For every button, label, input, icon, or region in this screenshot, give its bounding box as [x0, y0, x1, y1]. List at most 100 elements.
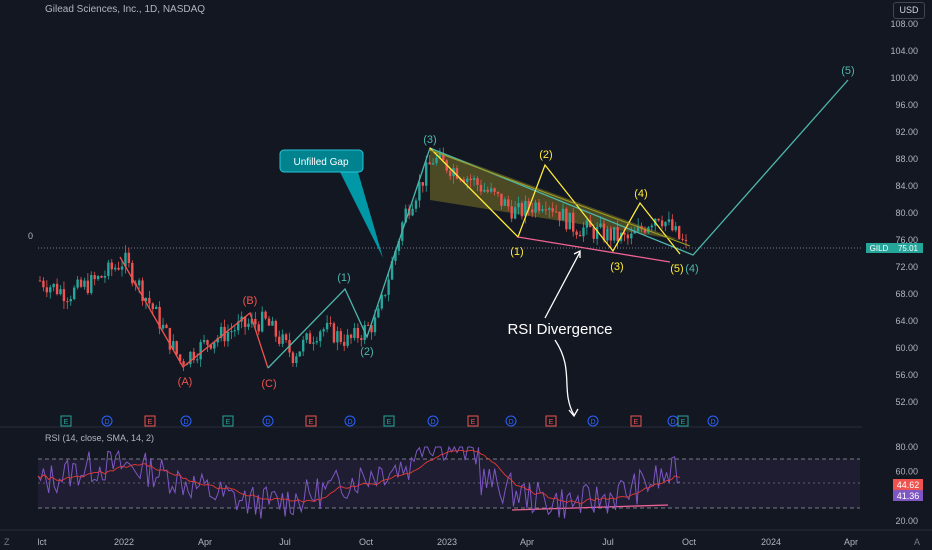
- earnings-event-label: E: [64, 419, 69, 426]
- candle-body: [503, 199, 507, 206]
- wave-label-5: (5): [841, 65, 854, 77]
- earnings-event-label: E: [549, 419, 554, 426]
- rsi-value-1-text: 44.62: [897, 480, 920, 490]
- candle-body: [257, 324, 260, 332]
- divergence-rsi-line: [511, 504, 669, 511]
- candle-body: [165, 324, 168, 328]
- dividend-event-label: D: [430, 419, 435, 426]
- candle-body: [96, 276, 100, 280]
- wave-label-4: (4): [685, 263, 698, 275]
- candle-body: [404, 208, 407, 223]
- candle-body: [360, 338, 363, 340]
- candle-body: [524, 200, 527, 217]
- candle-body: [548, 208, 551, 210]
- candle-body: [161, 324, 165, 329]
- candle-body: [281, 334, 284, 344]
- candle-body: [52, 283, 55, 288]
- rsi-sma-line: [37, 449, 681, 505]
- dividend-event-label: D: [104, 419, 109, 426]
- candle-body: [295, 356, 298, 364]
- rsi-value-2-text: 41.36: [897, 491, 920, 501]
- triangle-label-3: (3): [610, 261, 623, 273]
- price-tick-label: 68.00: [895, 289, 918, 299]
- ticker-tag: [866, 243, 893, 253]
- dividend-event-marker: [707, 415, 719, 427]
- candle-body: [69, 299, 72, 302]
- earnings-event-label: E: [226, 419, 231, 426]
- candle-body: [623, 232, 626, 235]
- price-tick-label: 76.00: [895, 235, 918, 245]
- abc-correction-line: [119, 256, 269, 369]
- candle-body: [428, 162, 431, 165]
- candle-body: [650, 225, 654, 228]
- candle-body: [377, 308, 380, 318]
- candle-body: [356, 327, 360, 339]
- candle-body: [366, 324, 370, 326]
- candle-body: [260, 311, 264, 332]
- candle-body: [55, 283, 59, 295]
- last-price-tag: [893, 243, 923, 253]
- candle-body: [510, 206, 513, 219]
- candle-body: [496, 191, 500, 194]
- candle-body: [325, 322, 329, 330]
- zoom-button[interactable]: Z: [4, 537, 10, 547]
- earnings-event-marker: [144, 415, 156, 427]
- triangle-label-4: (4): [634, 188, 647, 200]
- candle-body: [667, 219, 671, 222]
- candle-body: [483, 189, 486, 192]
- candle-body: [189, 351, 192, 365]
- earnings-event-marker: [60, 415, 72, 427]
- candle-body: [103, 275, 107, 278]
- candle-body: [541, 209, 544, 211]
- candle-body: [442, 153, 445, 161]
- triangle-wave-line: [429, 147, 681, 255]
- candle-body: [643, 229, 647, 233]
- candle-body: [346, 334, 349, 346]
- candle-body: [319, 331, 322, 342]
- candle-body: [527, 200, 530, 210]
- earnings-event-marker: [677, 415, 689, 427]
- wave-label-c: (C): [261, 378, 276, 390]
- dividend-event-marker: [101, 415, 113, 427]
- candle-body: [353, 327, 356, 339]
- wave-label-3: (3): [423, 134, 436, 146]
- candle-body: [660, 220, 664, 227]
- candle-body: [466, 178, 469, 183]
- dividend-event-marker: [262, 415, 274, 427]
- candle-body: [349, 334, 353, 339]
- candle-body: [394, 250, 397, 261]
- rsi-value-2-tag: [893, 490, 923, 501]
- dividend-event-marker: [180, 415, 192, 427]
- candle-body: [425, 162, 428, 186]
- currency-button[interactable]: USD: [893, 2, 925, 19]
- rsi-divergence-arrow-up: [544, 251, 581, 319]
- candle-body: [486, 189, 489, 192]
- candle-body: [100, 276, 103, 278]
- candle-body: [572, 212, 575, 232]
- candle-body: [565, 208, 568, 230]
- candle-body: [476, 178, 479, 185]
- candle-body: [558, 211, 561, 221]
- candle-body: [609, 228, 613, 241]
- candle-body: [329, 322, 332, 324]
- candle-body: [250, 318, 254, 324]
- candle-body: [127, 252, 131, 263]
- candle-body: [45, 287, 49, 293]
- candle-body: [657, 218, 660, 221]
- candle-body: [599, 223, 602, 227]
- candle-body: [592, 227, 595, 239]
- rsi-title[interactable]: RSI (14, close, SMA, 14, 2): [45, 433, 155, 443]
- candle-body: [534, 202, 537, 213]
- candle-body: [411, 208, 414, 216]
- unfilled-gap-callout[interactable]: [279, 149, 364, 173]
- dividend-event-label: D: [710, 419, 715, 426]
- auto-scale-button[interactable]: A: [914, 537, 921, 547]
- triangle-upper-line: [429, 149, 691, 247]
- dividend-event-label: D: [347, 419, 352, 426]
- rsi-tick-label: 60.00: [895, 467, 918, 477]
- candle-body: [124, 252, 127, 267]
- candle-body: [271, 320, 274, 326]
- candles-group: [38, 147, 688, 372]
- dividend-event-marker: [587, 415, 599, 427]
- candle-body: [462, 179, 466, 183]
